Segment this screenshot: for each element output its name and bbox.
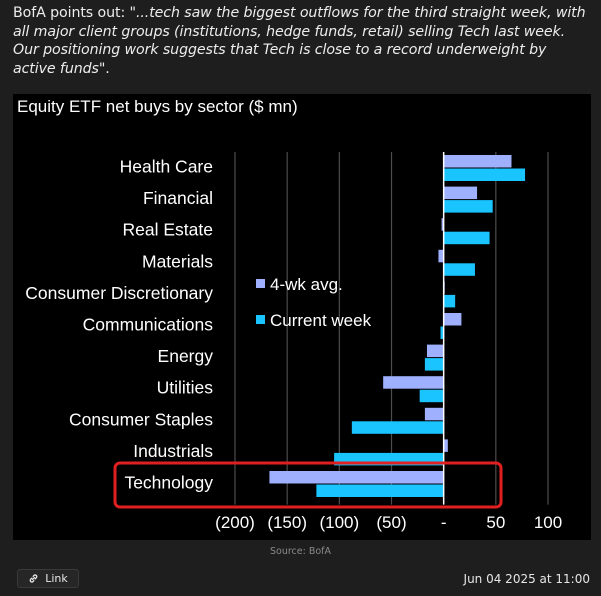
post-timestamp: Jun 04 2025 at 11:00 bbox=[463, 572, 590, 586]
category-label-consumer-staples: Consumer Staples bbox=[69, 409, 213, 429]
bar-real-estate-current-week bbox=[443, 231, 490, 245]
bar-utilities-current-week bbox=[419, 389, 444, 403]
legend-label-4-wk-avg: 4-wk avg. bbox=[270, 275, 343, 294]
x-tick-label-100: 100 bbox=[534, 513, 562, 532]
post-text: BofA points out: "...tech saw the bigges… bbox=[13, 4, 593, 78]
bar-materials-current-week bbox=[443, 263, 475, 276]
source-note: Source: BofA bbox=[269, 546, 332, 557]
bar-technology-current-week bbox=[316, 484, 444, 497]
category-label-financial: Financial bbox=[143, 188, 213, 208]
link-label: Link bbox=[45, 572, 68, 585]
bar-consumer-discretionary-current-week bbox=[443, 294, 456, 308]
link-icon bbox=[29, 574, 38, 583]
bar-energy-current-week bbox=[424, 358, 444, 371]
x-tick-label-50: 50 bbox=[486, 513, 505, 532]
bar-consumer-staples-current-week bbox=[351, 421, 444, 434]
highlight-box-technology bbox=[113, 461, 503, 509]
bar-real-estate-4-wk-avg bbox=[441, 218, 444, 231]
quote-suffix: ". bbox=[98, 60, 110, 77]
bar-financial-current-week bbox=[443, 200, 493, 213]
category-label-health-care: Health Care bbox=[120, 157, 213, 177]
link-button[interactable]: Link bbox=[17, 569, 79, 588]
bar-health-care-current-week bbox=[443, 168, 526, 181]
bar-utilities-4-wk-avg bbox=[383, 376, 444, 389]
category-label-real-estate: Real Estate bbox=[123, 220, 213, 240]
quote-prefix: BofA points out: " bbox=[13, 5, 136, 21]
legend-swatch-4-wk-avg bbox=[256, 279, 265, 288]
bar-financial-4-wk-avg bbox=[443, 186, 478, 200]
legend-label-current-week: Current week bbox=[270, 311, 372, 330]
x-tick-label-150: (150) bbox=[267, 513, 307, 532]
category-label-technology: Technology bbox=[124, 473, 213, 493]
bar-communications-4-wk-avg bbox=[443, 313, 462, 326]
category-label-industrials: Industrials bbox=[133, 441, 213, 461]
bar-materials-4-wk-avg bbox=[438, 249, 444, 263]
x-tick-label-100: (100) bbox=[319, 513, 359, 532]
category-label-utilities: Utilities bbox=[157, 378, 214, 398]
bar-industrials-4-wk-avg bbox=[443, 439, 448, 452]
bar-energy-4-wk-avg bbox=[426, 344, 444, 358]
bar-technology-4-wk-avg bbox=[269, 471, 444, 484]
chart-title: Equity ETF net buys by sector ($ mn) bbox=[17, 97, 298, 116]
x-tick-label-200: (200) bbox=[215, 513, 255, 532]
category-label-energy: Energy bbox=[158, 346, 214, 366]
category-label-materials: Materials bbox=[142, 251, 213, 271]
category-label-communications: Communications bbox=[83, 315, 214, 335]
x-tick-label-50: (50) bbox=[376, 513, 406, 532]
category-label-consumer-discretionary: Consumer Discretionary bbox=[25, 283, 213, 303]
quote-italic: ...tech saw the biggest outflows for the… bbox=[13, 5, 586, 77]
bar-consumer-staples-4-wk-avg bbox=[424, 407, 444, 421]
bar-health-care-4-wk-avg bbox=[443, 155, 512, 168]
legend-swatch-current-week bbox=[256, 315, 265, 324]
x-tick-label-: - bbox=[441, 513, 447, 532]
bar-communications-current-week bbox=[440, 326, 444, 339]
sector-flows-chart: Equity ETF net buys by sector ($ mn) Heal… bbox=[17, 97, 562, 532]
chart-panel: Equity ETF net buys by sector ($ mn) Heal… bbox=[13, 94, 591, 540]
